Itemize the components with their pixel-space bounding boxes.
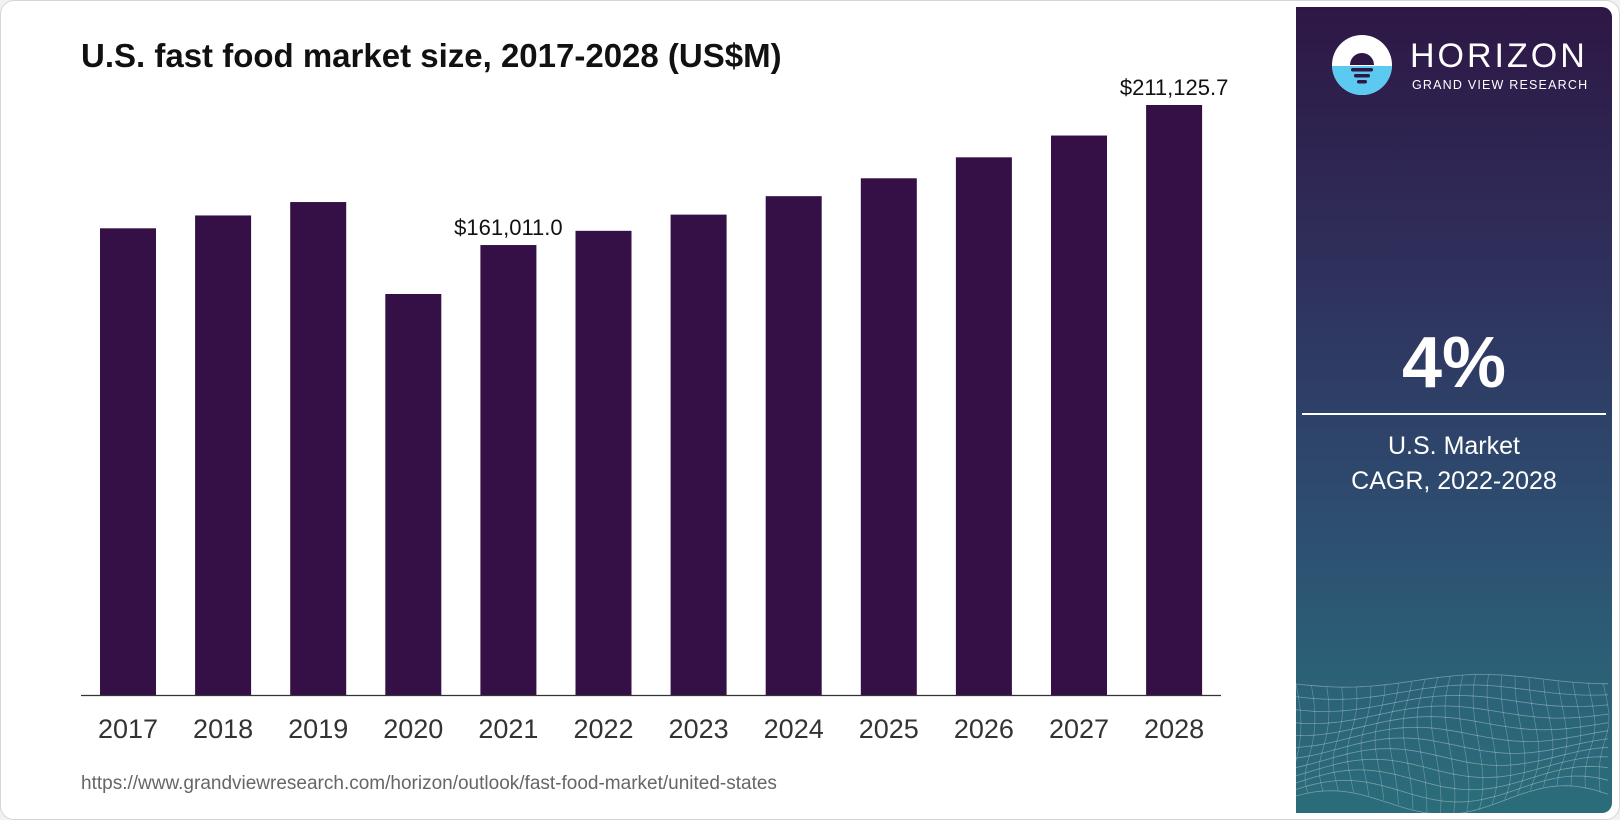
bar-2026[interactable]: [955, 157, 1012, 696]
mesh-line: [1296, 775, 1609, 803]
x-tick-label-2023: 2023: [669, 714, 729, 744]
x-tick-label-2017: 2017: [98, 714, 158, 744]
mesh-line: [1296, 705, 1609, 725]
bar-2023[interactable]: [670, 214, 727, 696]
x-tick-label-2024: 2024: [764, 714, 824, 744]
mesh-line: [1296, 746, 1609, 768]
x-tick-label-2027: 2027: [1049, 714, 1109, 744]
x-tick-label-2018: 2018: [193, 714, 253, 744]
bar-2018[interactable]: [195, 215, 252, 695]
mesh-line: [1444, 676, 1456, 813]
mesh-line: [1528, 677, 1540, 791]
x-tick-label-2022: 2022: [573, 714, 633, 744]
mesh-wave-decoration: [1296, 674, 1610, 813]
logo-wordmark: HORIZON: [1410, 37, 1588, 75]
mesh-line: [1296, 674, 1609, 688]
mesh-line: [1584, 683, 1596, 789]
x-tick-label-2025: 2025: [859, 714, 919, 744]
cagr-label-line1: U.S. Market: [1388, 432, 1520, 460]
mesh-line: [1514, 676, 1526, 795]
mesh-line: [1296, 683, 1302, 763]
x-tick-label-2019: 2019: [288, 714, 348, 744]
bar-2021[interactable]: [480, 245, 537, 695]
mesh-line: [1570, 682, 1582, 787]
bar-2019[interactable]: [290, 202, 347, 695]
mesh-line: [1332, 687, 1344, 792]
mesh-line: [1296, 726, 1609, 748]
chart-title: U.S. fast food market size, 2017-2028 (U…: [81, 37, 782, 74]
mesh-line: [1318, 686, 1330, 792]
logo-subtitle: GRAND VIEW RESEARCH: [1412, 78, 1589, 92]
mesh-line: [1296, 765, 1609, 791]
mesh-line: [1500, 675, 1512, 800]
mesh-line: [1486, 674, 1498, 805]
cagr-divider: [1302, 413, 1606, 415]
mesh-line: [1296, 737, 1609, 759]
mesh-line: [1556, 681, 1568, 786]
data-label-2021: $161,011.0: [454, 215, 562, 240]
source-url[interactable]: https://www.grandviewresearch.com/horizo…: [81, 773, 777, 794]
mesh-line: [1296, 756, 1609, 778]
x-tick-label-2026: 2026: [954, 714, 1014, 744]
mesh-line: [1360, 686, 1372, 796]
mesh-line: [1374, 685, 1386, 801]
cagr-value: 4%: [1401, 323, 1507, 403]
mesh-line: [1296, 716, 1609, 737]
cagr-label-line2: CAGR, 2022-2028: [1351, 467, 1557, 495]
x-tick-label-2020: 2020: [383, 714, 443, 744]
mesh-line: [1346, 687, 1358, 793]
cagr-label: U.S. Market CAGR, 2022-2028: [1296, 429, 1612, 499]
mesh-line: [1402, 681, 1414, 809]
bar-2022[interactable]: [575, 230, 632, 695]
horizon-logo-icon: [1332, 35, 1392, 95]
mesh-line: [1296, 785, 1609, 813]
brand-logo[interactable]: HORIZON GRAND VIEW RESEARCH: [1330, 31, 1600, 101]
mesh-line: [1458, 674, 1470, 813]
sidebar-panel: HORIZON GRAND VIEW RESEARCH 4% U.S. Mark…: [1296, 7, 1612, 813]
mesh-line: [1598, 683, 1610, 793]
mesh-line: [1388, 683, 1399, 805]
mesh-line: [1542, 679, 1554, 788]
mesh-line: [1304, 685, 1316, 793]
bar-chart: 2017 2018 2019 2020 2021 2022 2023 2024 2025 2026…: [81, 75, 1228, 744]
bar-2024[interactable]: [765, 196, 822, 695]
bar-2027[interactable]: [1051, 135, 1107, 695]
bar-2017[interactable]: [100, 228, 156, 695]
data-label-2028: $211,125.7: [1120, 75, 1228, 100]
x-tick-label-2028: 2028: [1144, 714, 1204, 744]
bar-2025[interactable]: [860, 178, 917, 695]
mesh-line: [1296, 684, 1609, 700]
mesh-line: [1296, 694, 1609, 712]
mesh-line: [1416, 679, 1428, 813]
mesh-line: [1430, 677, 1442, 813]
bar-2020[interactable]: [385, 293, 442, 695]
bar-2028[interactable]: [1146, 105, 1203, 695]
mesh-line: [1472, 674, 1484, 810]
x-tick-label-2021: 2021: [478, 714, 538, 744]
